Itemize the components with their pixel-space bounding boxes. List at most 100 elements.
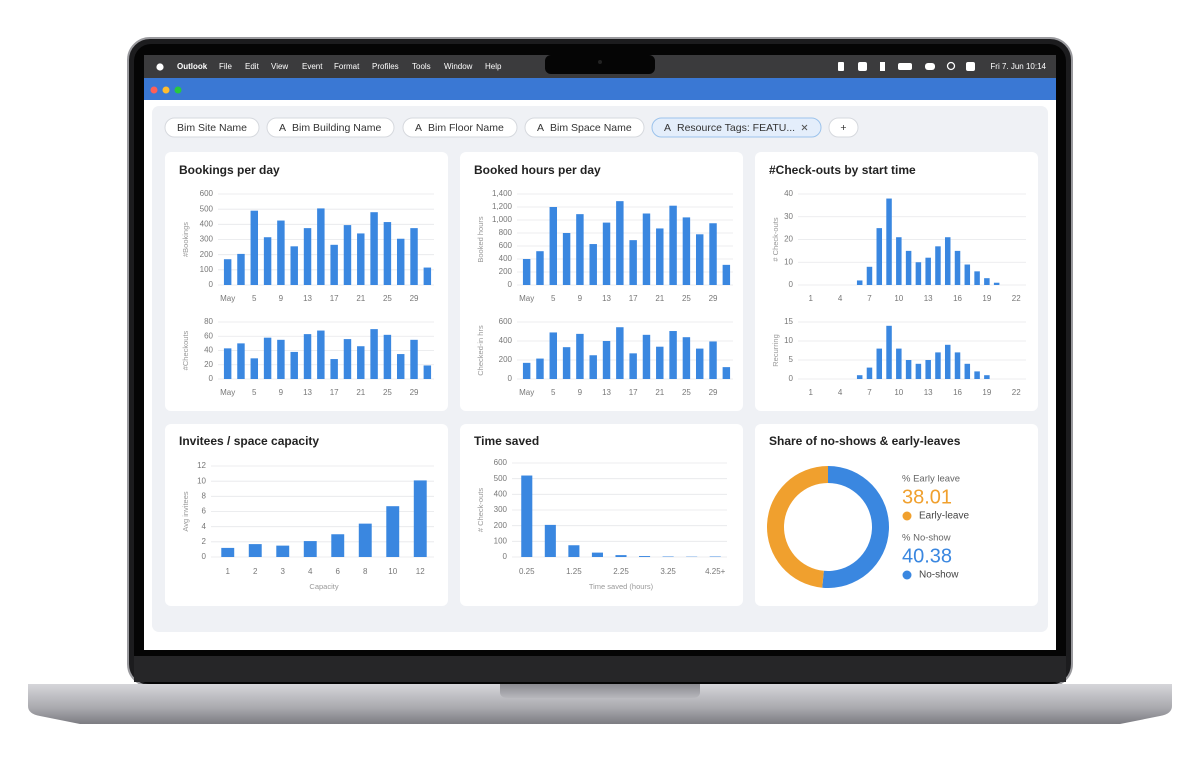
screen-bottom: [134, 656, 1066, 682]
x-tick-label: 5: [252, 388, 257, 397]
bar: [303, 228, 312, 285]
y-tick-label: 40: [204, 346, 213, 355]
menu-item[interactable]: Format: [334, 62, 360, 71]
filter-pill[interactable]: [266, 117, 395, 138]
menu-item[interactable]: Help: [485, 62, 502, 71]
menu-item[interactable]: File: [219, 62, 232, 71]
bar: [277, 339, 285, 379]
x-tick-label: May: [220, 388, 235, 397]
bar: [536, 358, 544, 379]
x-tick-label: 17: [330, 388, 339, 397]
close-button[interactable]: [150, 86, 158, 94]
bar: [370, 212, 378, 285]
x-tick-label: 10: [388, 567, 397, 576]
bar: [521, 475, 533, 557]
bar: [722, 367, 731, 379]
menu-item[interactable]: Outlook: [177, 62, 208, 71]
bar: [276, 545, 290, 557]
bar: [386, 506, 400, 557]
bar: [423, 365, 432, 379]
y-tick-label: 600: [499, 241, 513, 250]
bar: [522, 362, 531, 379]
y-tick-label: 20: [784, 235, 793, 244]
menu-item[interactable]: Window: [444, 62, 473, 71]
filter-pill[interactable]: [402, 117, 518, 138]
bar: [639, 556, 651, 557]
menu-item[interactable]: Profiles: [372, 62, 399, 71]
x-tick-label: 9: [279, 388, 284, 397]
y-tick-label: 200: [499, 355, 513, 364]
x-tick-label: 13: [602, 294, 611, 303]
filter-pill[interactable]: [651, 117, 822, 138]
y-tick-label: 15: [784, 317, 793, 326]
minimize-button[interactable]: [162, 86, 170, 94]
bar: [984, 278, 990, 285]
bar: [856, 280, 863, 285]
bar: [263, 237, 272, 285]
filter-remove[interactable]: [801, 124, 808, 131]
bar: [343, 339, 352, 379]
bar: [263, 337, 272, 379]
x-tick-label: 3: [281, 567, 286, 576]
bar: [589, 355, 597, 379]
x-tick-label: 5: [551, 388, 556, 397]
bar: [576, 214, 584, 285]
bar: [250, 358, 259, 379]
y-tick-label: 1,000: [492, 215, 513, 224]
menu-item[interactable]: View: [271, 62, 288, 71]
bar: [954, 250, 961, 285]
y-tick-label: 300: [494, 505, 508, 514]
y-tick-label: 400: [499, 254, 513, 263]
bar: [602, 222, 611, 285]
filter-icon: A: [664, 122, 671, 134]
x-tick-label: 29: [709, 294, 718, 303]
bar: [876, 348, 883, 379]
y-tick-label: 1,200: [492, 202, 513, 211]
menu-item[interactable]: Edit: [245, 62, 260, 71]
y-tick-label: 0: [789, 280, 794, 289]
menu-item[interactable]: Event: [302, 62, 323, 71]
window-titlebar: [144, 78, 1056, 100]
zoom-button[interactable]: [174, 86, 182, 94]
x-tick-label: May: [220, 294, 235, 303]
bar: [303, 541, 317, 557]
x-tick-label: 3.25: [660, 567, 676, 576]
search-icon: [946, 61, 956, 71]
x-tick-label: 13: [602, 388, 611, 397]
x-tick-label: 10: [894, 388, 903, 397]
chart-title: Invitees / space capacity: [179, 434, 319, 448]
bar: [682, 217, 691, 285]
y-tick-label: 0: [508, 374, 513, 383]
bar: [396, 238, 405, 285]
filter-pill[interactable]: [164, 117, 260, 138]
bar: [357, 233, 365, 285]
bar: [993, 282, 1000, 285]
filter-pill[interactable]: [828, 117, 859, 138]
bar: [656, 346, 664, 379]
bar: [396, 354, 405, 379]
filter-pill[interactable]: [524, 117, 645, 138]
x-tick-label: 17: [629, 388, 638, 397]
x-tick-label: 2: [253, 567, 258, 576]
filter-label: Bim Site Name: [177, 122, 247, 134]
bar: [413, 480, 427, 557]
bar: [642, 213, 651, 285]
bar: [358, 523, 372, 557]
bar: [357, 346, 365, 379]
bar: [856, 375, 863, 379]
bar: [905, 250, 912, 285]
x-tick-label: 16: [953, 388, 962, 397]
bar: [722, 264, 731, 285]
menu-item[interactable]: Tools: [412, 62, 431, 71]
x-tick-label: 21: [356, 294, 365, 303]
bar: [695, 348, 704, 379]
bar: [602, 341, 611, 379]
bar: [915, 262, 922, 285]
bar: [615, 555, 627, 557]
y-tick-label: 6: [202, 507, 207, 516]
bar: [616, 201, 624, 285]
bar: [974, 271, 980, 285]
chart-title: Share of no-shows & early-leaves: [769, 434, 961, 448]
filter-label: +: [840, 122, 846, 134]
x-tick-label: 25: [383, 388, 392, 397]
